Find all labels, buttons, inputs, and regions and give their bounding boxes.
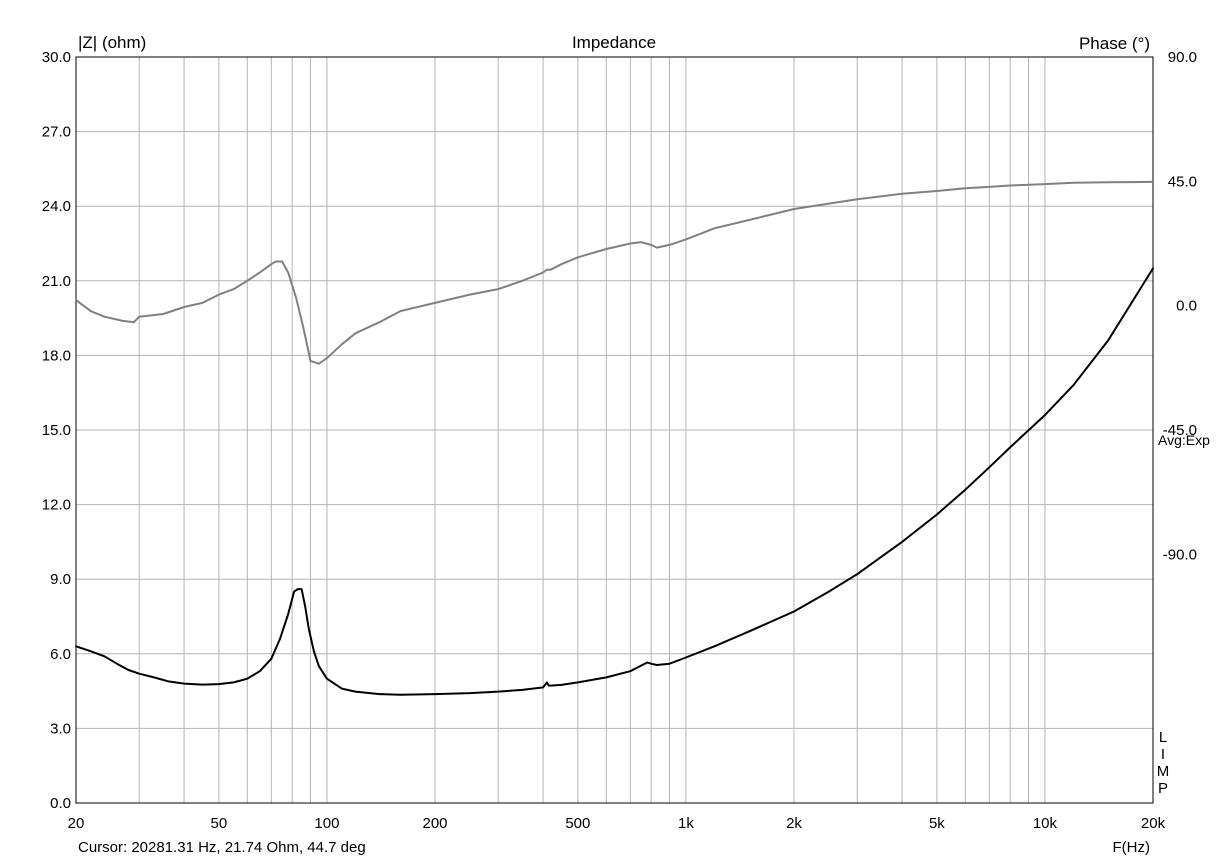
limp-letter: I [1161,746,1165,763]
y-left-tick-label: 30.0 [42,49,71,66]
y-left-tick-label: 24.0 [42,198,71,215]
x-tick-label: 20k [1141,815,1166,832]
x-tick-label: 200 [422,815,447,832]
limp-letter: P [1158,780,1168,797]
grid-layer [76,57,1153,803]
y-left-tick-label: 6.0 [50,646,71,663]
limp-letter: L [1159,729,1167,746]
x-tick-label: 100 [314,815,339,832]
plot-frame [75,56,1154,804]
tick-label-layer: 20 50 100 200 500 1k 2k 5k 10k 20k 0.0 3.0 6.0 9.0 12.… [42,49,1197,832]
x-tick-label: 50 [211,815,228,832]
x-tick-label: 2k [786,815,802,832]
y-left-tick-label: 18.0 [42,347,71,364]
y-left-tick-label: 0.0 [50,795,71,812]
x-tick-label: 20 [68,815,85,832]
y-right-tick-label: 45.0 [1168,173,1197,190]
phase-series-line [75,180,1154,365]
y-left-tick-label: 12.0 [42,497,71,514]
right-axis-title: Phase (°) [1079,34,1150,53]
y-left-tick-label: 3.0 [50,720,71,737]
y-left-tick-label: 9.0 [50,571,71,588]
y-left-tick-label: 21.0 [42,273,71,290]
series-layer [75,180,1154,696]
y-right-tick-label: 90.0 [1168,49,1197,66]
average-mode-label: Avg:Exp [1158,432,1210,448]
limp-letter: M [1157,763,1170,780]
left-axis-title: |Z| (ohm) [78,33,146,52]
impedance-series-line [75,267,1154,696]
x-tick-label: 5k [929,815,945,832]
y-right-tick-label: -45.0 [1163,422,1197,439]
x-axis-title: F(Hz) [1113,839,1151,856]
x-tick-label: 500 [565,815,590,832]
chart-title: Impedance [572,33,656,52]
y-left-tick-label: 27.0 [42,124,71,141]
x-tick-label: 10k [1033,815,1058,832]
y-right-tick-label: -90.0 [1163,546,1197,563]
x-tick-label: 1k [678,815,694,832]
y-left-tick-label: 15.0 [42,422,71,439]
cursor-readout: Cursor: 20281.31 Hz, 21.74 Ohm, 44.7 deg [78,839,366,856]
y-right-tick-label: 0.0 [1176,298,1197,315]
